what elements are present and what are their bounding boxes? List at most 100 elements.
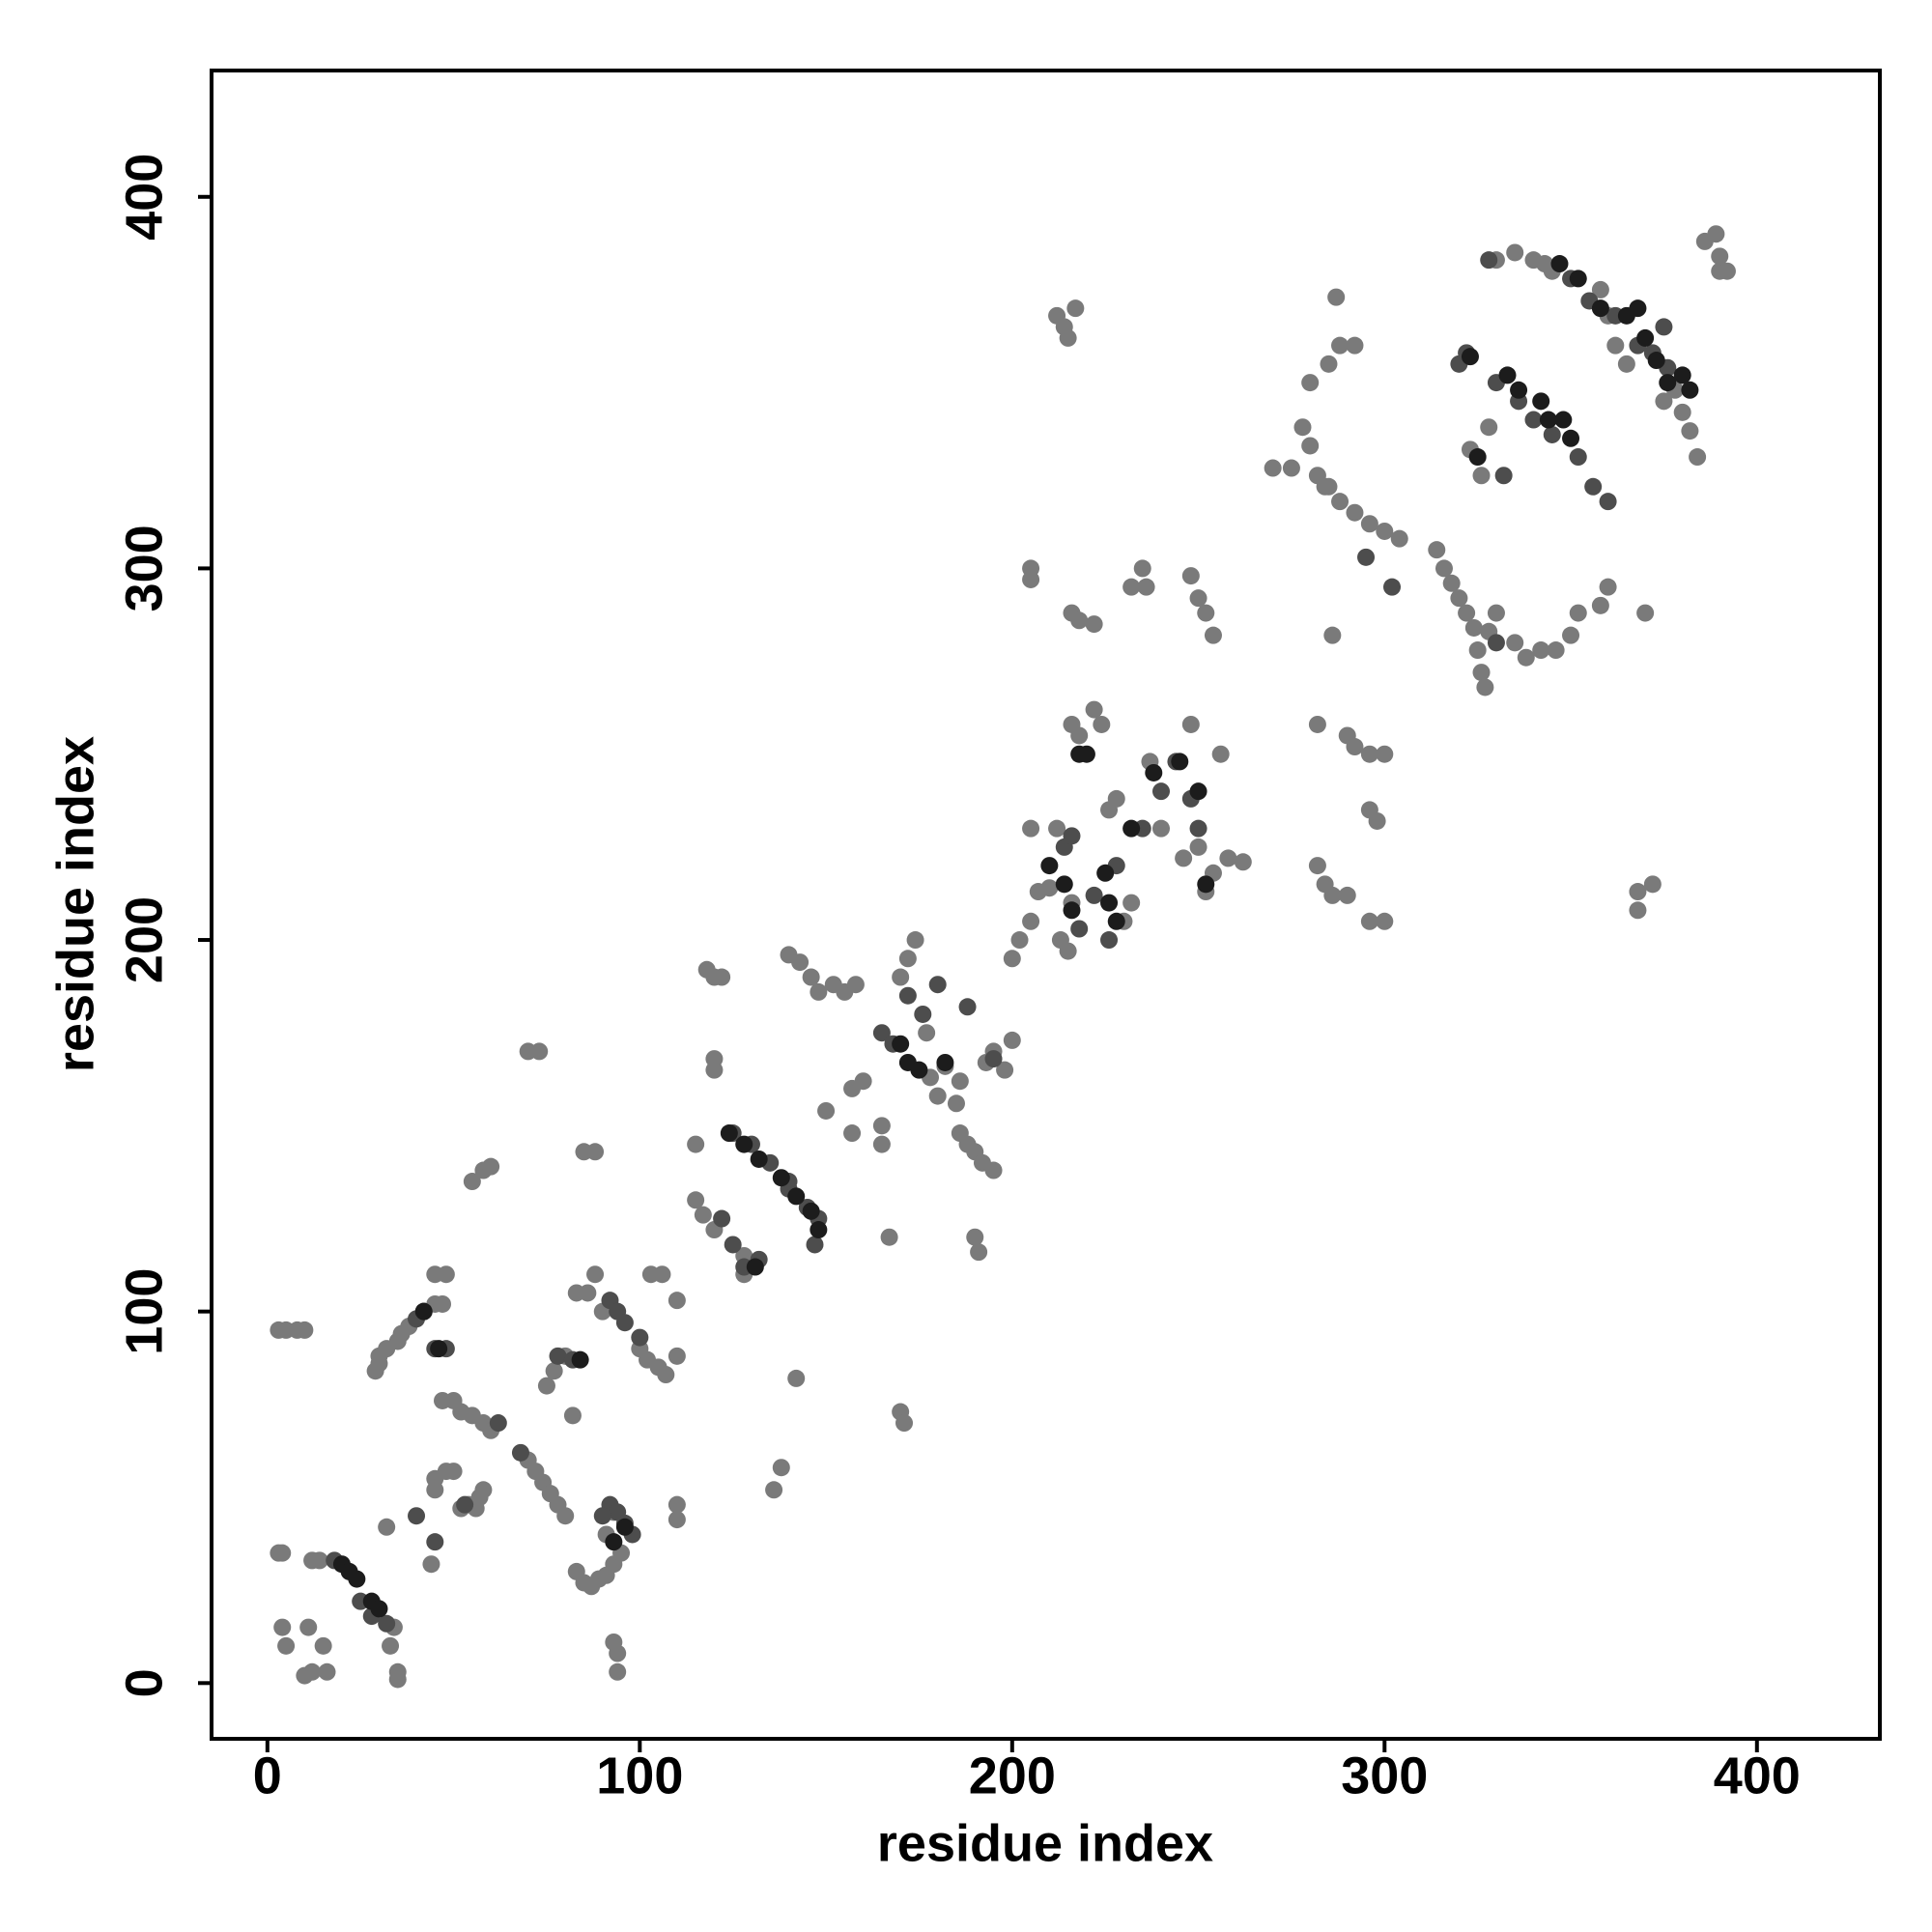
point bbox=[1059, 942, 1077, 960]
point bbox=[1550, 255, 1569, 273]
point bbox=[1681, 422, 1699, 440]
point bbox=[928, 976, 947, 994]
point bbox=[1547, 641, 1565, 660]
point bbox=[1442, 574, 1461, 592]
point bbox=[1100, 931, 1119, 950]
point bbox=[586, 1143, 605, 1161]
point bbox=[422, 1555, 440, 1574]
point bbox=[846, 976, 865, 994]
point bbox=[713, 968, 731, 986]
point bbox=[556, 1507, 575, 1525]
point bbox=[631, 1328, 649, 1347]
point bbox=[474, 1481, 493, 1499]
point bbox=[273, 1618, 292, 1636]
point bbox=[843, 1124, 862, 1143]
x-tick-label: 400 bbox=[1714, 1747, 1801, 1804]
point bbox=[1468, 448, 1487, 467]
point bbox=[802, 968, 820, 986]
point bbox=[735, 1135, 753, 1153]
point bbox=[951, 1072, 969, 1091]
point bbox=[1301, 374, 1320, 392]
y-tick-label: 0 bbox=[115, 1668, 173, 1697]
point bbox=[1599, 493, 1617, 511]
point bbox=[1211, 745, 1230, 763]
point bbox=[906, 931, 924, 950]
point bbox=[1100, 894, 1119, 912]
point bbox=[430, 1340, 448, 1358]
point bbox=[772, 1459, 790, 1477]
point bbox=[579, 1284, 597, 1302]
point bbox=[537, 1377, 555, 1395]
point bbox=[1458, 604, 1476, 622]
point bbox=[1360, 515, 1378, 533]
point bbox=[605, 1633, 623, 1651]
point bbox=[1070, 726, 1089, 745]
point bbox=[1517, 648, 1535, 667]
point bbox=[787, 1369, 806, 1387]
point bbox=[615, 1518, 634, 1536]
point bbox=[370, 1600, 388, 1618]
point bbox=[1003, 1031, 1021, 1049]
point bbox=[382, 1636, 400, 1655]
point bbox=[1461, 348, 1479, 366]
point bbox=[1055, 875, 1073, 894]
point bbox=[724, 1236, 742, 1254]
point bbox=[434, 1294, 452, 1313]
point bbox=[414, 1302, 433, 1321]
point bbox=[1063, 901, 1081, 920]
point bbox=[1320, 477, 1338, 496]
point bbox=[277, 1321, 296, 1339]
y-tick-label: 400 bbox=[115, 154, 173, 241]
point bbox=[1617, 355, 1635, 373]
point bbox=[456, 1495, 474, 1514]
point bbox=[984, 1050, 1003, 1068]
point bbox=[1040, 857, 1059, 875]
point bbox=[668, 1511, 686, 1529]
point bbox=[1506, 243, 1524, 262]
point bbox=[1022, 912, 1040, 930]
point bbox=[720, 1124, 738, 1143]
point bbox=[1327, 288, 1346, 306]
point bbox=[1629, 883, 1647, 901]
point bbox=[1498, 366, 1517, 384]
point bbox=[1308, 715, 1326, 733]
point bbox=[1480, 418, 1498, 437]
point bbox=[1435, 559, 1453, 578]
point bbox=[348, 1570, 366, 1588]
point bbox=[1346, 336, 1364, 355]
point bbox=[854, 1072, 872, 1091]
point bbox=[1003, 950, 1021, 968]
point bbox=[1189, 589, 1208, 608]
point bbox=[1647, 352, 1665, 370]
point bbox=[426, 1481, 444, 1499]
point bbox=[571, 1350, 589, 1369]
point bbox=[1181, 567, 1200, 585]
point bbox=[1450, 589, 1468, 608]
point bbox=[437, 1265, 455, 1284]
point bbox=[1323, 886, 1342, 904]
point bbox=[1070, 611, 1089, 630]
point bbox=[489, 1414, 507, 1433]
point bbox=[1655, 392, 1673, 411]
point bbox=[1189, 782, 1208, 801]
point bbox=[1133, 559, 1151, 578]
point bbox=[563, 1406, 582, 1425]
point bbox=[746, 1258, 764, 1276]
point bbox=[273, 1544, 292, 1562]
point bbox=[1175, 849, 1193, 867]
point bbox=[1629, 901, 1647, 920]
point bbox=[1591, 280, 1609, 298]
x-tick-label: 0 bbox=[253, 1747, 282, 1804]
x-axis-label: residue index bbox=[877, 1814, 1213, 1872]
point bbox=[1085, 700, 1103, 719]
point bbox=[880, 1228, 898, 1246]
point bbox=[605, 1533, 623, 1551]
point bbox=[1487, 634, 1505, 652]
point bbox=[1562, 626, 1580, 644]
point bbox=[378, 1614, 396, 1633]
point bbox=[1718, 262, 1736, 280]
point bbox=[1584, 477, 1603, 496]
point bbox=[1636, 604, 1655, 622]
point bbox=[296, 1321, 314, 1339]
